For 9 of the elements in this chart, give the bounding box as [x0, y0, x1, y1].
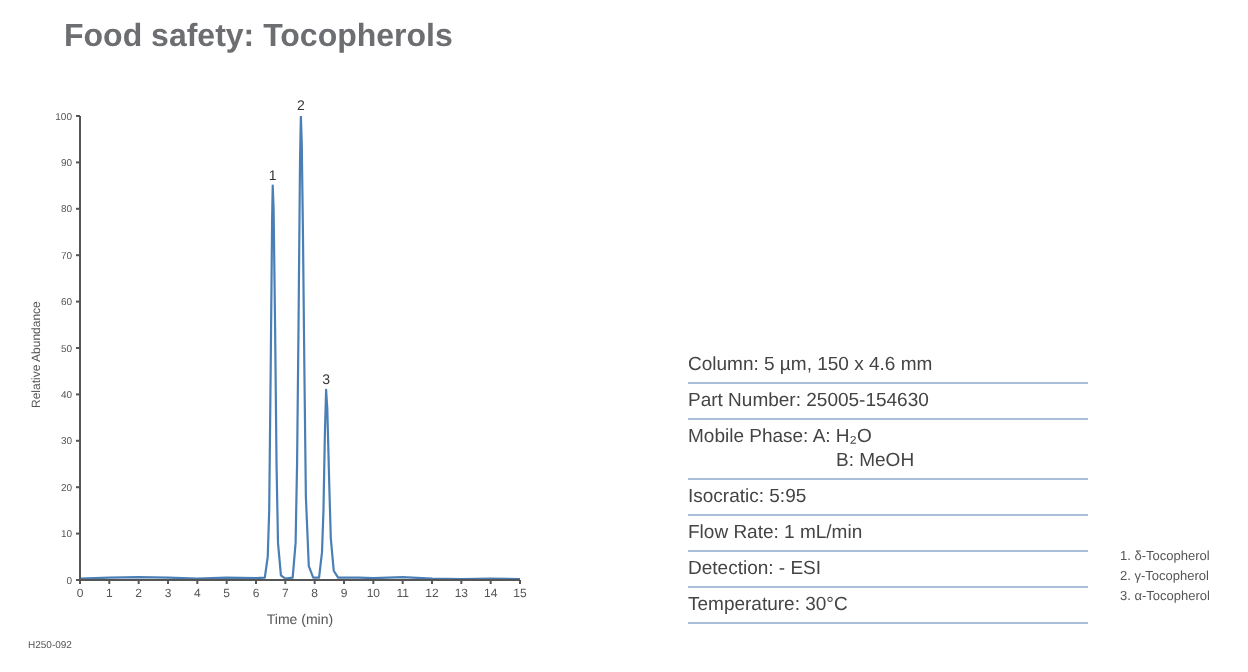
- text: Mobile Phase: A: H₂O B: MeOH: [688, 426, 1088, 474]
- line-series: [80, 116, 520, 580]
- text: Part Number: 25005-154630: [688, 390, 1088, 414]
- text: Column: 5 µm, 150 x 4.6 mm: [688, 354, 1088, 378]
- chart-title: Food safety: Tocopherols: [64, 20, 453, 56]
- text: Temperature: 30°C: [688, 594, 1088, 618]
- text: Flow Rate: 1 mL/min: [688, 522, 1088, 546]
- text: Isocratic: 5:95: [688, 486, 1088, 510]
- text: Detection: - ESI: [688, 558, 1088, 582]
